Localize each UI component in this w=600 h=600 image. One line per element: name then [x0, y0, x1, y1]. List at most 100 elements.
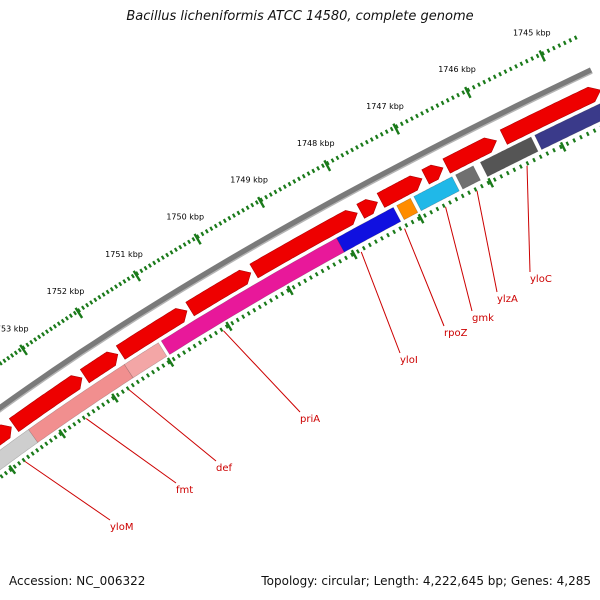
inner-tick-dot: [404, 223, 409, 228]
gene-feature-ylzA: [455, 165, 481, 190]
map-title: Bacillus licheniformis ATCC 14580, compl…: [126, 9, 474, 24]
tick-dot: [456, 92, 460, 98]
inner-tick-dot: [274, 294, 279, 300]
gene-label: fmt: [176, 485, 193, 496]
tick-dot: [273, 189, 278, 195]
inner-tick-dot: [355, 249, 360, 254]
gene-feature-rpoZ: [396, 197, 419, 221]
tick-dot: [264, 194, 269, 200]
major-ticks: [19, 50, 546, 356]
inner-tick-dot: [182, 350, 187, 355]
major-tick: [74, 307, 84, 319]
inner-tick-dot: [297, 281, 302, 287]
tick-dot: [410, 116, 414, 121]
tick-dot: [10, 353, 15, 358]
forward-cds: [8, 375, 83, 433]
tick-dot: [227, 215, 232, 221]
forward-cds: [442, 137, 497, 174]
tick-dot: [52, 324, 57, 329]
kbp-label: 1745 kbp: [513, 29, 551, 38]
major-tick: [19, 344, 28, 356]
inner-tick-dot: [35, 448, 40, 453]
tick-dot: [118, 281, 123, 287]
tick-dot: [573, 35, 578, 40]
inner-tick-dot: [110, 395, 115, 401]
accession-text: Accession: NC_006322: [9, 574, 146, 588]
forward-cds: [421, 164, 444, 185]
inner-tick-dot: [303, 278, 308, 284]
inner-tick-dot: [320, 268, 325, 274]
tick-dot: [89, 300, 94, 305]
tick-dot: [350, 147, 355, 153]
inner-tick-dot: [423, 213, 427, 218]
tick-dot: [222, 218, 227, 224]
tick-dot: [482, 79, 487, 85]
inner-tick-dot: [512, 167, 517, 173]
kbp-label: 1746 kbp: [438, 65, 476, 74]
inner-tick-dot: [219, 327, 224, 333]
forward-cds: [79, 351, 119, 384]
inner-tick-dot: [257, 304, 262, 310]
inner-tick-dot: [505, 170, 510, 176]
gene-leader: [223, 330, 301, 413]
inner-major-tick: [559, 141, 567, 152]
tick-dot: [105, 289, 110, 295]
inner-tick-dot: [373, 239, 378, 244]
tick-dot: [546, 48, 551, 54]
gene-feature-def: [123, 342, 168, 379]
inner-major-tick: [225, 321, 233, 332]
tick-dot: [85, 302, 90, 308]
inner-tick-dot: [161, 363, 166, 368]
tick-dot: [278, 187, 283, 192]
inner-tick-dot: [392, 229, 397, 235]
tick-dot: [44, 329, 50, 334]
tick-dot: [72, 310, 77, 316]
tick-dot: [535, 53, 540, 59]
inner-tick-dot: [53, 435, 58, 440]
inner-tick-dot: [460, 193, 465, 199]
kbp-label: 1752 kbp: [47, 287, 85, 296]
tick-dot: [213, 223, 218, 229]
tick-dot: [325, 160, 330, 166]
tick-dot: [514, 64, 518, 69]
tick-dot: [492, 74, 497, 80]
tick-dot: [41, 331, 46, 337]
inner-major-tick: [286, 285, 294, 296]
inner-tick-dot: [44, 441, 49, 447]
inner-tick-dot: [416, 216, 421, 222]
tick-dot: [101, 292, 106, 297]
tick-dot: [374, 134, 379, 140]
kbp-label: 1753 kbp: [0, 325, 29, 334]
inner-tick-dot: [26, 454, 31, 460]
tick-dot: [250, 202, 255, 208]
inner-tick-dot: [592, 128, 597, 133]
inner-major-tick: [350, 249, 358, 260]
gene-leader: [360, 251, 401, 354]
inner-tick-dot: [176, 353, 181, 359]
inner-tick-dot: [308, 275, 313, 280]
major-tick: [538, 50, 546, 62]
inner-tick-dot: [187, 347, 192, 352]
inner-tick-dot: [214, 330, 218, 336]
inner-tick-dot: [280, 291, 285, 297]
tick-dot: [425, 108, 430, 114]
inner-tick-dot: [197, 340, 202, 346]
tick-dot: [364, 139, 369, 145]
tick-dot: [200, 231, 205, 237]
gene-feature-yloI: [336, 206, 402, 253]
inner-tick-dot: [3, 470, 9, 476]
tick-dot: [557, 43, 562, 48]
tick-dot: [245, 205, 250, 210]
inner-tick-dot: [0, 474, 4, 479]
tick-dot: [122, 279, 127, 284]
tick-dot: [311, 168, 316, 174]
inner-tick-dot: [17, 461, 22, 466]
tick-dot: [76, 308, 81, 313]
inner-tick-dot: [350, 252, 354, 257]
inner-tick-dot: [62, 428, 67, 434]
tick-dot: [282, 184, 287, 189]
inner-tick-dot: [579, 134, 583, 140]
major-tick: [464, 86, 472, 99]
inner-tick-dot: [314, 271, 319, 277]
